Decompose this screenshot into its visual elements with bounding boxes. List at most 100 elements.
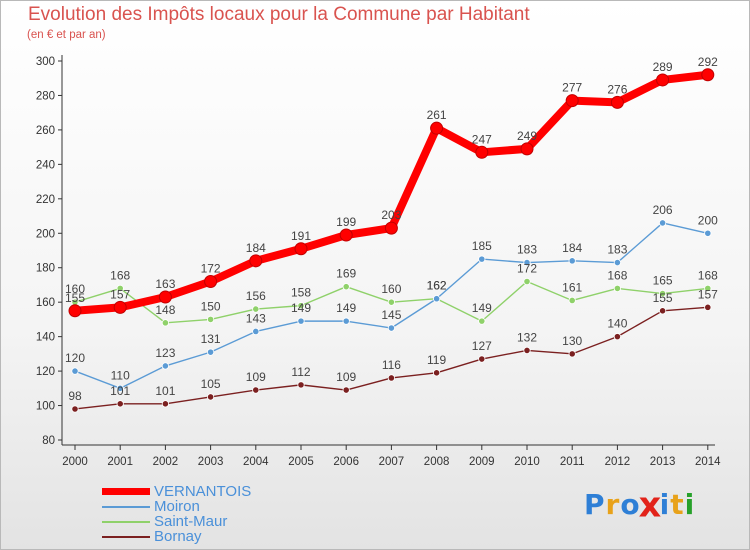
legend-label-bornay: Bornay — [154, 528, 202, 545]
data-label: 160 — [65, 282, 85, 296]
data-label: 203 — [381, 208, 401, 222]
logo-letter: t — [670, 488, 685, 521]
data-point — [339, 228, 353, 242]
y-tick-label: 140 — [36, 332, 55, 344]
data-point — [432, 369, 441, 377]
data-point — [704, 303, 712, 311]
y-tick-label: 220 — [36, 194, 55, 206]
data-label: 120 — [65, 351, 85, 365]
data-label: 109 — [246, 370, 266, 384]
data-point — [252, 327, 260, 336]
legend-label-saint-maur: Saint-Maur — [154, 513, 228, 530]
data-point — [207, 315, 215, 324]
data-label: 162 — [427, 279, 447, 293]
data-point — [297, 302, 305, 310]
data-point — [658, 289, 667, 298]
legend-label-vernantois: VERNANTOIS — [154, 483, 252, 500]
proxiti-logo: Proxiti — [584, 484, 695, 525]
data-point — [475, 145, 489, 159]
data-point — [658, 219, 667, 227]
data-label: 199 — [336, 215, 356, 229]
data-point — [71, 405, 79, 413]
data-point — [161, 362, 169, 370]
data-point — [71, 367, 79, 375]
y-tick-label: 80 — [42, 435, 55, 447]
legend-label-moiron: Moiron — [154, 498, 200, 515]
data-point — [568, 296, 576, 305]
data-point — [68, 304, 82, 318]
data-label: 155 — [65, 291, 85, 305]
data-label: 184 — [246, 241, 266, 255]
data-label: 132 — [517, 330, 537, 344]
data-point — [613, 284, 622, 292]
data-point — [520, 142, 534, 156]
data-label: 110 — [111, 368, 130, 382]
data-label: 119 — [427, 353, 446, 367]
data-point — [116, 284, 124, 292]
x-tick-label: 2008 — [424, 456, 450, 468]
data-point — [252, 386, 260, 394]
y-tick-label: 120 — [36, 366, 55, 378]
data-point — [478, 317, 486, 325]
data-point — [701, 68, 715, 82]
data-point — [384, 221, 398, 235]
chart-title: Evolution des Impôts locaux pour la Comm… — [28, 4, 530, 25]
data-label: 158 — [291, 286, 311, 300]
data-point — [342, 283, 350, 291]
x-tick-label: 2011 — [560, 456, 585, 468]
data-label: 276 — [607, 82, 627, 96]
data-point — [387, 324, 395, 332]
data-label: 155 — [653, 291, 673, 305]
data-label: 98 — [68, 389, 82, 403]
data-point — [568, 350, 576, 358]
data-point — [568, 257, 576, 265]
x-tick-label: 2007 — [379, 456, 405, 468]
x-tick-label: 2000 — [62, 456, 88, 468]
data-point — [113, 300, 127, 314]
data-label: 149 — [472, 301, 492, 315]
data-label: 161 — [562, 280, 582, 294]
data-point — [387, 298, 395, 306]
data-label: 183 — [607, 243, 627, 257]
data-label: 247 — [472, 132, 492, 146]
logo-letter: x — [638, 483, 663, 526]
data-point — [523, 346, 531, 355]
data-point — [704, 229, 712, 237]
data-label: 165 — [653, 274, 673, 288]
data-label: 101 — [155, 384, 175, 398]
data-point — [294, 242, 308, 256]
data-point — [116, 384, 124, 392]
data-label: 145 — [381, 308, 401, 322]
legend-swatch-saint-maur — [102, 521, 150, 523]
logo-letter: i — [659, 488, 671, 521]
data-label: 127 — [472, 339, 492, 353]
data-label: 149 — [291, 301, 311, 315]
data-point — [161, 400, 169, 408]
data-label: 148 — [155, 303, 175, 317]
data-label: 172 — [517, 262, 537, 276]
data-label: 130 — [562, 334, 582, 348]
data-point — [565, 94, 579, 108]
data-point — [252, 305, 260, 313]
data-point — [387, 374, 395, 382]
x-tick-label: 2013 — [650, 456, 676, 468]
data-label: 168 — [698, 268, 718, 282]
data-point — [207, 393, 215, 401]
x-tick-label: 2004 — [243, 456, 269, 468]
data-label: 157 — [110, 287, 130, 301]
data-point — [158, 290, 172, 304]
x-tick-label: 2005 — [288, 456, 314, 468]
data-point — [297, 381, 305, 389]
data-label: 143 — [246, 311, 266, 325]
data-point — [161, 319, 169, 327]
data-point — [116, 400, 124, 408]
x-tick-label: 2014 — [695, 456, 721, 468]
x-tick-label: 2012 — [605, 456, 631, 468]
data-label: 292 — [698, 55, 718, 69]
data-label: 101 — [110, 384, 130, 398]
y-tick-label: 240 — [36, 159, 55, 171]
data-label: 191 — [291, 229, 311, 243]
data-label: 183 — [517, 243, 537, 257]
y-tick-label: 100 — [36, 401, 55, 413]
data-label: 116 — [382, 358, 401, 372]
